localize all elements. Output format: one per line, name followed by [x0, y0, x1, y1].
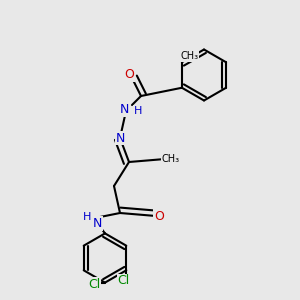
Text: CH₃: CH₃	[180, 51, 199, 61]
Text: Cl: Cl	[88, 278, 101, 291]
Text: Cl: Cl	[117, 274, 129, 287]
Text: CH₃: CH₃	[162, 154, 180, 164]
Text: H: H	[83, 212, 91, 223]
Text: O: O	[154, 209, 164, 223]
Text: N: N	[93, 217, 102, 230]
Text: N: N	[115, 131, 125, 145]
Text: O: O	[124, 68, 134, 82]
Text: N: N	[120, 103, 129, 116]
Text: H: H	[134, 106, 142, 116]
